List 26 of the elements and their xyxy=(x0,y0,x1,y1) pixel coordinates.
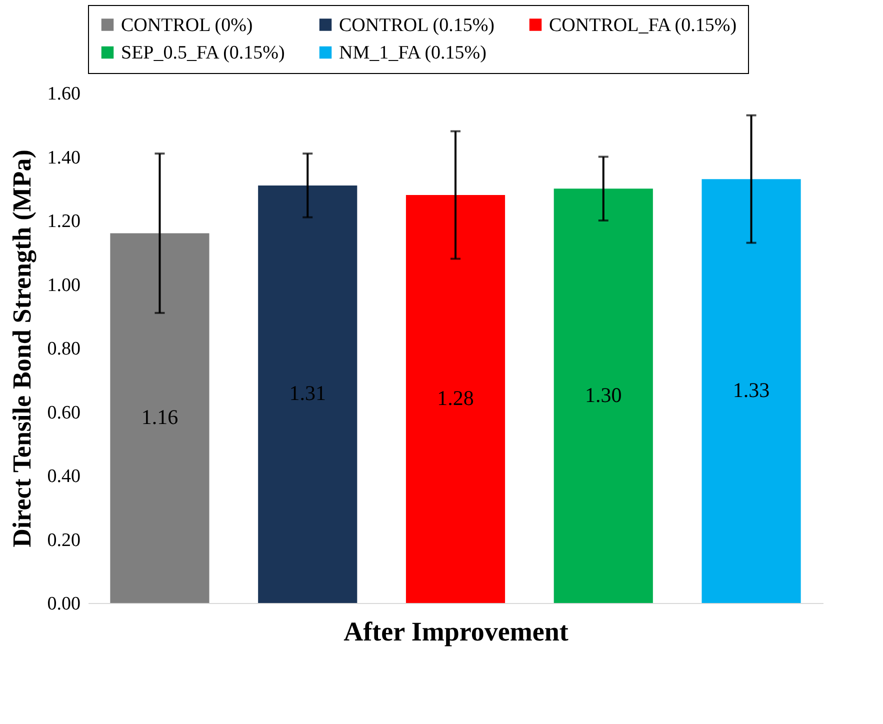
legend-label: NM_1_FA (0.15%) xyxy=(339,42,486,64)
y-tick-label: 0.00 xyxy=(47,594,80,614)
x-axis-title: After Improvement xyxy=(344,616,568,646)
y-tick-label: 1.00 xyxy=(47,274,80,296)
y-tick-label: 0.40 xyxy=(47,466,80,487)
data-label: 1.33 xyxy=(732,378,770,402)
y-tick-label: 1.20 xyxy=(47,211,80,232)
data-label: 1.31 xyxy=(289,381,326,406)
y-tick-label: 1.60 xyxy=(47,84,80,104)
y-tick-label: 0.20 xyxy=(47,530,80,551)
y-axis-title: Direct Tensile Bond Strength (MPa) xyxy=(7,150,36,548)
data-label: 1.28 xyxy=(437,386,474,410)
y-tick-label: 1.40 xyxy=(47,147,80,168)
bar xyxy=(258,185,358,603)
legend-label: SEP_0.5_FA (0.15%) xyxy=(121,42,285,64)
data-label: 1.30 xyxy=(585,382,622,407)
y-tick-label: 0.80 xyxy=(47,338,80,360)
data-label: 1.16 xyxy=(141,405,178,430)
bar xyxy=(702,179,801,603)
bar xyxy=(554,188,653,603)
bar xyxy=(406,195,506,603)
y-tick-label: 0.60 xyxy=(47,402,80,424)
legend-label: CONTROL_FA (0.15%) xyxy=(549,14,737,36)
legend-label: CONTROL (0.15%) xyxy=(339,14,494,36)
bar xyxy=(110,233,210,603)
legend-label: CONTROL (0%) xyxy=(121,14,253,36)
